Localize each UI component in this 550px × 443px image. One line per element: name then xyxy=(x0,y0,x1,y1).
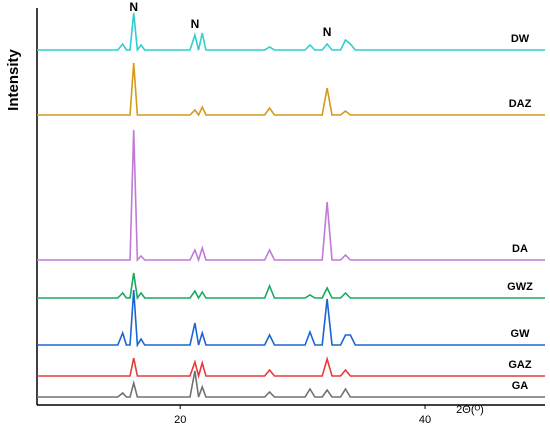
series-label: DW xyxy=(511,33,530,45)
spectrum-line xyxy=(37,370,545,398)
series-label: DA xyxy=(512,243,528,255)
annotation: N xyxy=(323,25,332,39)
series-label: GWZ xyxy=(507,281,533,293)
annotation: N xyxy=(129,0,138,14)
y-axis-label: Intensity xyxy=(5,49,22,111)
series-label: DAZ xyxy=(509,98,532,110)
spectrum-line xyxy=(37,272,545,301)
spectrum-line xyxy=(37,62,545,117)
spectrum-line xyxy=(37,12,545,53)
spectrum-line xyxy=(37,356,545,380)
spectrum-line xyxy=(37,289,545,348)
spectrum-line xyxy=(37,129,545,263)
x-axis-label: 2Θ(ᴼ) xyxy=(456,404,484,416)
series-label: GW xyxy=(511,328,531,340)
series-label: GA xyxy=(512,380,529,392)
annotation: N xyxy=(191,17,200,31)
x-tick-label: 20 xyxy=(174,414,186,426)
series-label: GAZ xyxy=(508,359,532,371)
x-tick-label: 40 xyxy=(419,414,431,426)
